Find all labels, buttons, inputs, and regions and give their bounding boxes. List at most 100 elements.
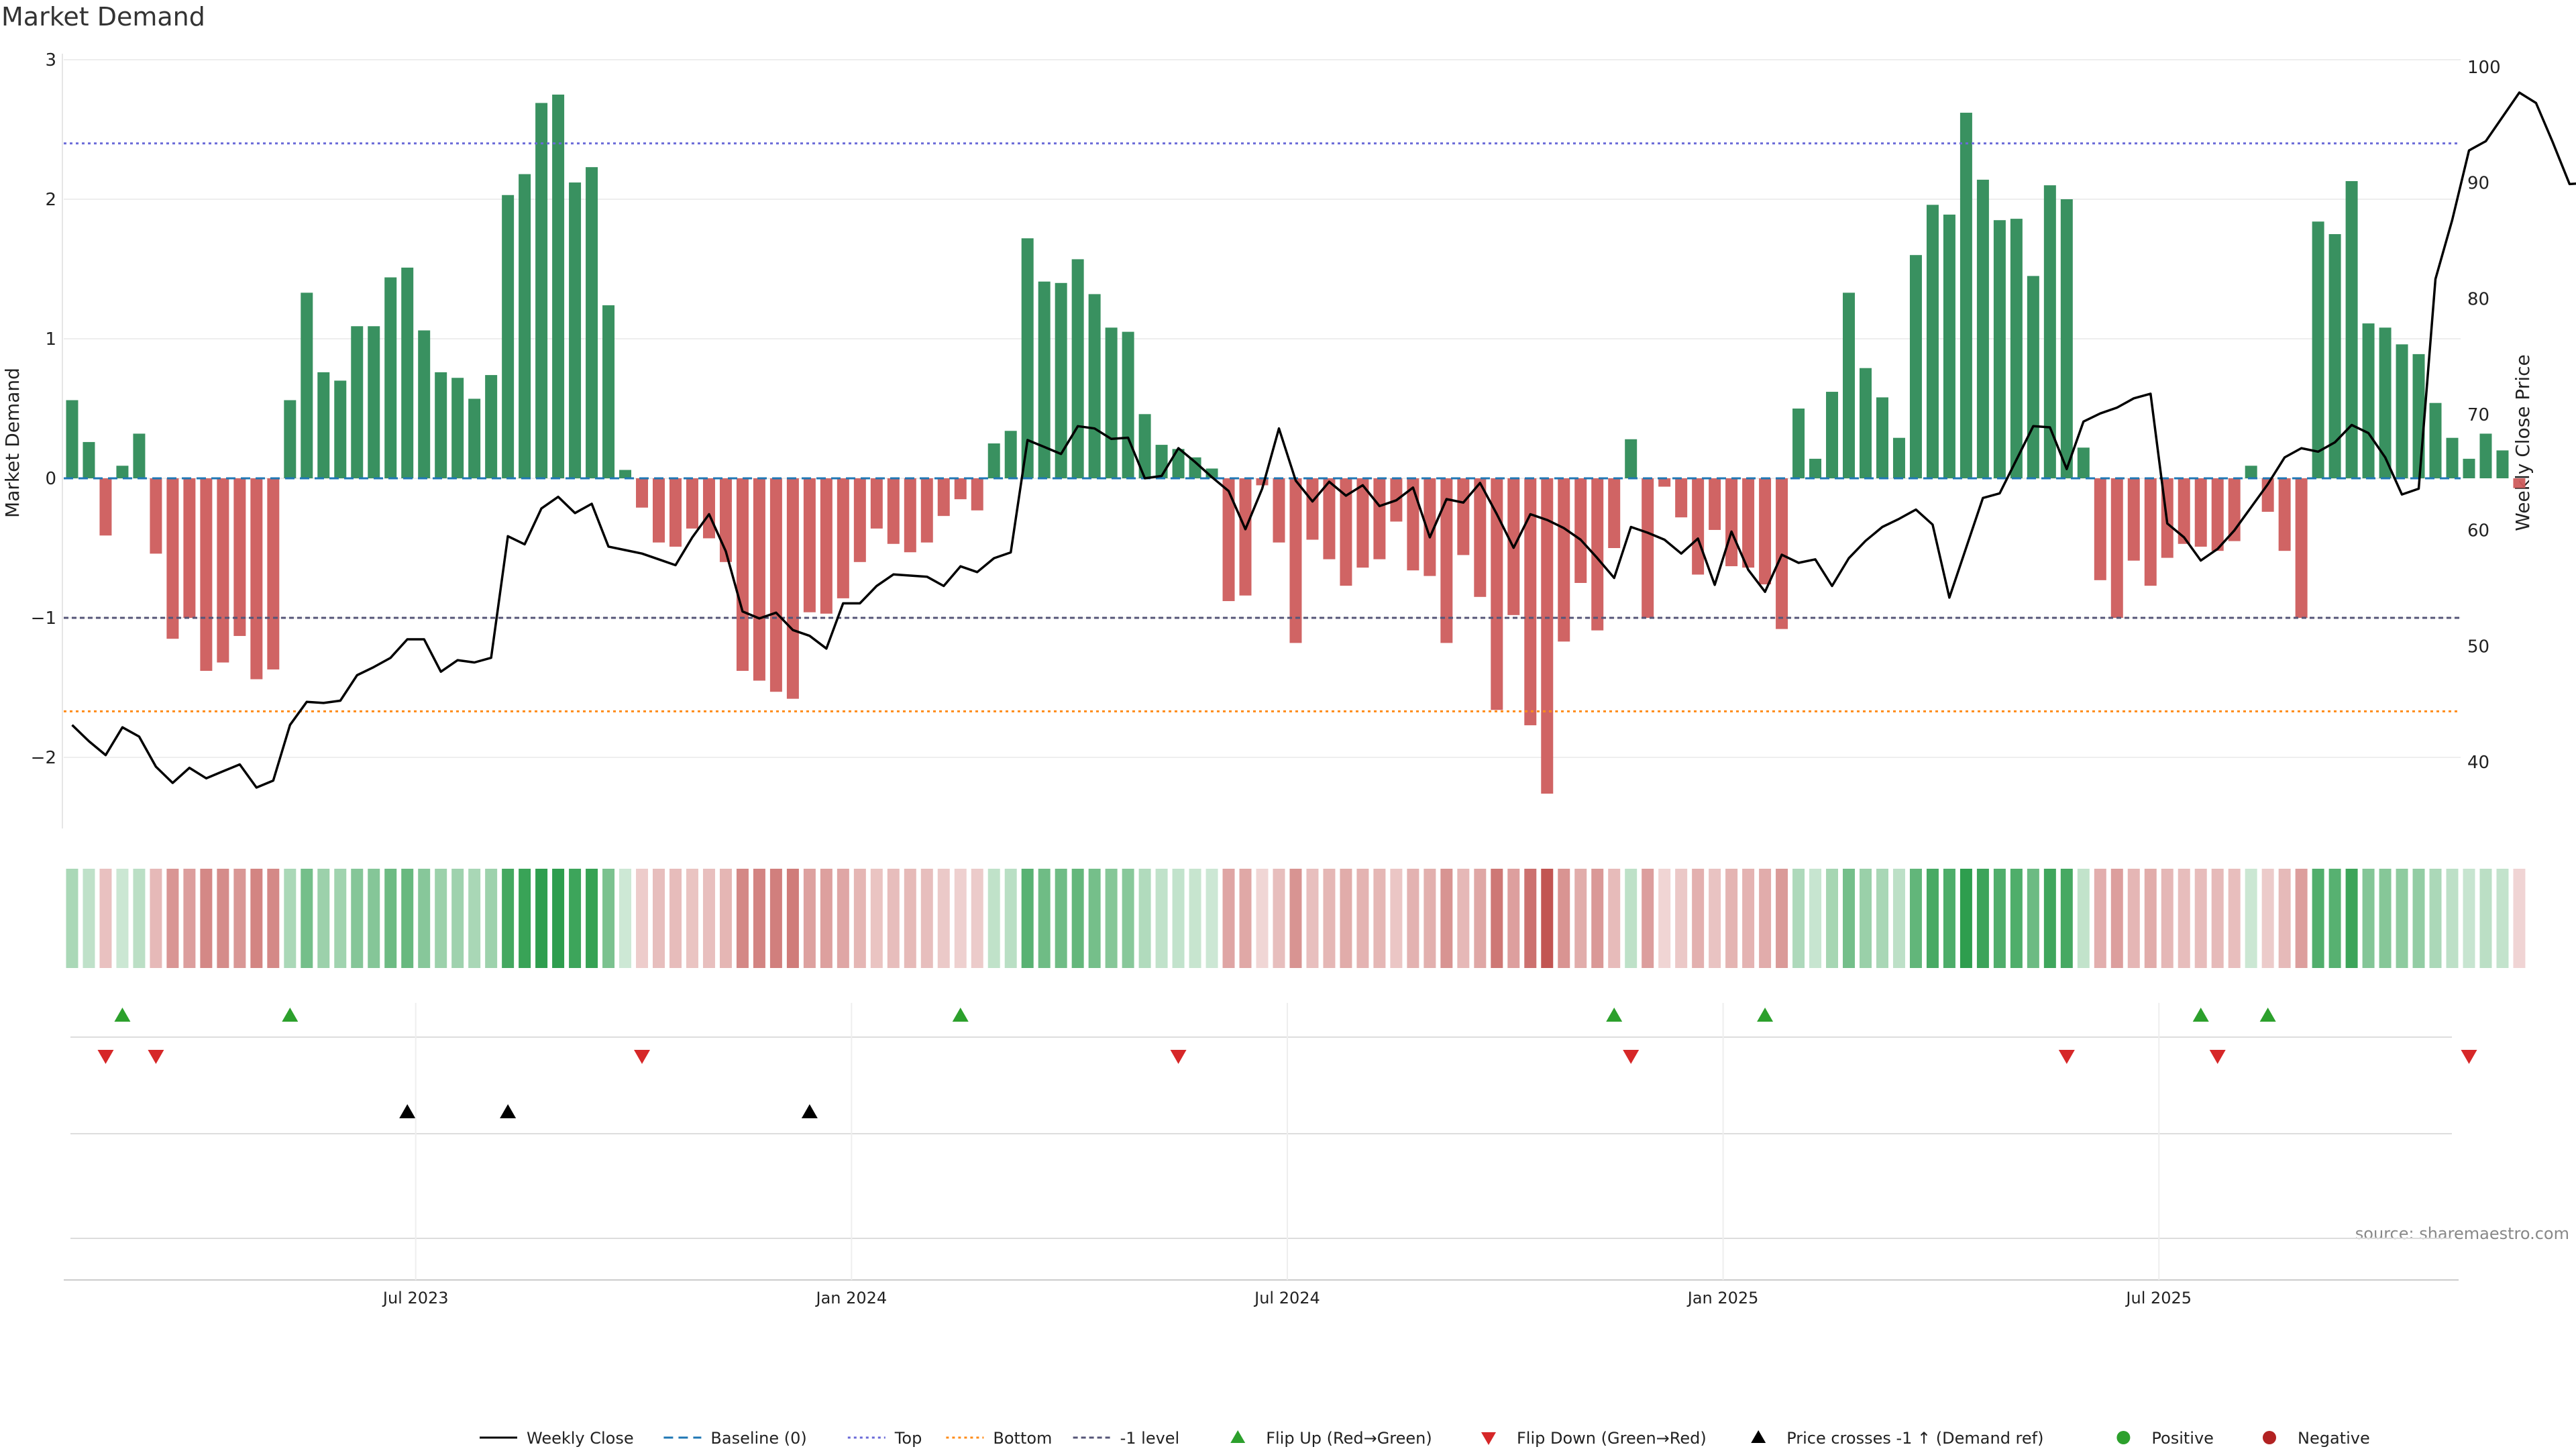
legend-item: Positive bbox=[2116, 1429, 2214, 1448]
demand-bar bbox=[1440, 478, 1453, 643]
demand-bar bbox=[1943, 214, 1955, 478]
heat-cell bbox=[686, 869, 698, 968]
heat-cell bbox=[586, 869, 598, 968]
heat-cell bbox=[2127, 869, 2140, 968]
heat-cell bbox=[887, 869, 900, 968]
demand-bar bbox=[2060, 199, 2073, 478]
y-right-tick-label: 60 bbox=[2467, 521, 2489, 541]
legend: Weekly Close Baseline (0) Top Bottom -1 leve… bbox=[480, 1429, 2370, 1448]
heat-cell bbox=[2211, 869, 2224, 968]
demand-bar bbox=[1256, 478, 1269, 486]
demand-bar bbox=[384, 277, 397, 478]
flip-down-marker bbox=[2058, 1050, 2075, 1064]
demand-bar bbox=[1541, 478, 1554, 794]
heat-cell bbox=[971, 869, 983, 968]
flip-down-marker bbox=[97, 1050, 114, 1064]
heat-cell bbox=[1004, 869, 1017, 968]
demand-bar bbox=[485, 375, 498, 478]
x-tick-label: Jan 2024 bbox=[814, 1289, 887, 1307]
heat-cell bbox=[1507, 869, 1520, 968]
heat-cell bbox=[2362, 869, 2375, 968]
heat-cell bbox=[116, 869, 129, 968]
x-tick-label: Jan 2025 bbox=[1686, 1289, 1759, 1307]
signal-markers bbox=[70, 1008, 2477, 1239]
heat-cell bbox=[1809, 869, 1822, 968]
y-right-tick-label: 40 bbox=[2467, 753, 2489, 773]
demand-bar bbox=[217, 478, 229, 663]
demand-bar bbox=[2463, 458, 2475, 478]
demand-bar bbox=[317, 372, 330, 478]
demand-bar bbox=[1892, 437, 1905, 478]
heat-cell bbox=[2144, 869, 2157, 968]
demand-bar bbox=[1407, 478, 1419, 571]
demand-bar bbox=[2362, 323, 2375, 478]
heat-cell bbox=[1373, 869, 1386, 968]
heat-cell bbox=[301, 869, 313, 968]
heat-cell bbox=[2077, 869, 2090, 968]
heat-cell bbox=[284, 869, 297, 968]
demand-bar bbox=[535, 103, 548, 479]
demand-bar bbox=[133, 433, 146, 478]
demand-bar bbox=[1457, 478, 1470, 555]
heat-cell bbox=[1424, 869, 1436, 968]
heat-cell bbox=[317, 869, 330, 968]
heat-cell bbox=[837, 869, 849, 968]
demand-bar bbox=[2496, 450, 2509, 478]
heat-cell bbox=[619, 869, 632, 968]
demand-bar bbox=[468, 398, 481, 478]
demand-bar bbox=[1222, 478, 1235, 602]
demand-bar bbox=[2245, 466, 2257, 478]
demand-bar bbox=[351, 326, 364, 478]
demand-bar bbox=[1993, 220, 2006, 478]
demand-bar bbox=[2010, 219, 2023, 478]
heat-cell bbox=[2429, 869, 2442, 968]
demand-bar bbox=[1742, 478, 1755, 568]
demand-bar bbox=[1860, 368, 1872, 478]
heat-cell bbox=[954, 869, 967, 968]
demand-bar bbox=[1625, 439, 1638, 478]
heat-cell bbox=[1776, 869, 1788, 968]
heat-cell bbox=[1172, 869, 1185, 968]
heat-cell bbox=[1792, 869, 1805, 968]
x-axis: Jul 2023 Jan 2024 Jul 2024 Jan 2025 Jul 2025 bbox=[64, 1003, 2459, 1307]
heat-cell bbox=[1306, 869, 1319, 968]
heat-cell bbox=[1692, 869, 1705, 968]
demand-bar bbox=[519, 174, 531, 478]
heat-cell bbox=[1205, 869, 1218, 968]
heat-cell bbox=[2043, 869, 2056, 968]
legend-item: Price crosses -1 ↑ (Demand ref) bbox=[1751, 1429, 2043, 1448]
legend-item: -1 level bbox=[1073, 1429, 1179, 1448]
heat-cell bbox=[1843, 869, 1856, 968]
demand-bar bbox=[2446, 437, 2459, 478]
right-axis-ticks: 100 90 80 70 60 50 40 bbox=[2467, 58, 2501, 773]
demand-bar bbox=[2094, 478, 2106, 580]
legend-item: Top bbox=[847, 1429, 922, 1448]
price-cross-marker bbox=[801, 1104, 818, 1118]
demand-bar bbox=[1189, 457, 1201, 478]
heat-cell bbox=[1892, 869, 1905, 968]
heat-cell bbox=[468, 869, 481, 968]
demand-bar bbox=[418, 330, 431, 478]
heat-cell bbox=[769, 869, 782, 968]
price-line-layer bbox=[71, 91, 2576, 789]
demand-bar bbox=[1692, 478, 1705, 575]
y-left-tick-label: 1 bbox=[45, 329, 56, 350]
heat-cell bbox=[2161, 869, 2174, 968]
demand-bar bbox=[2194, 478, 2207, 547]
demand-bar bbox=[1273, 478, 1285, 543]
demand-bar bbox=[1608, 478, 1621, 548]
demand-bar bbox=[502, 195, 515, 478]
heat-cell bbox=[1725, 869, 1738, 968]
y-left-tick-label: −1 bbox=[31, 608, 56, 629]
demand-bar bbox=[736, 478, 749, 672]
demand-bar bbox=[284, 400, 297, 478]
heat-cell bbox=[1759, 869, 1772, 968]
heat-cell bbox=[200, 869, 213, 968]
heat-cell bbox=[1591, 869, 1604, 968]
legend-triangle-icon bbox=[1751, 1430, 1766, 1443]
demand-bar bbox=[1424, 478, 1436, 576]
heat-cell bbox=[2345, 869, 2358, 968]
demand-bar bbox=[2479, 433, 2492, 478]
heat-cell bbox=[451, 869, 464, 968]
demand-bar bbox=[870, 478, 883, 529]
